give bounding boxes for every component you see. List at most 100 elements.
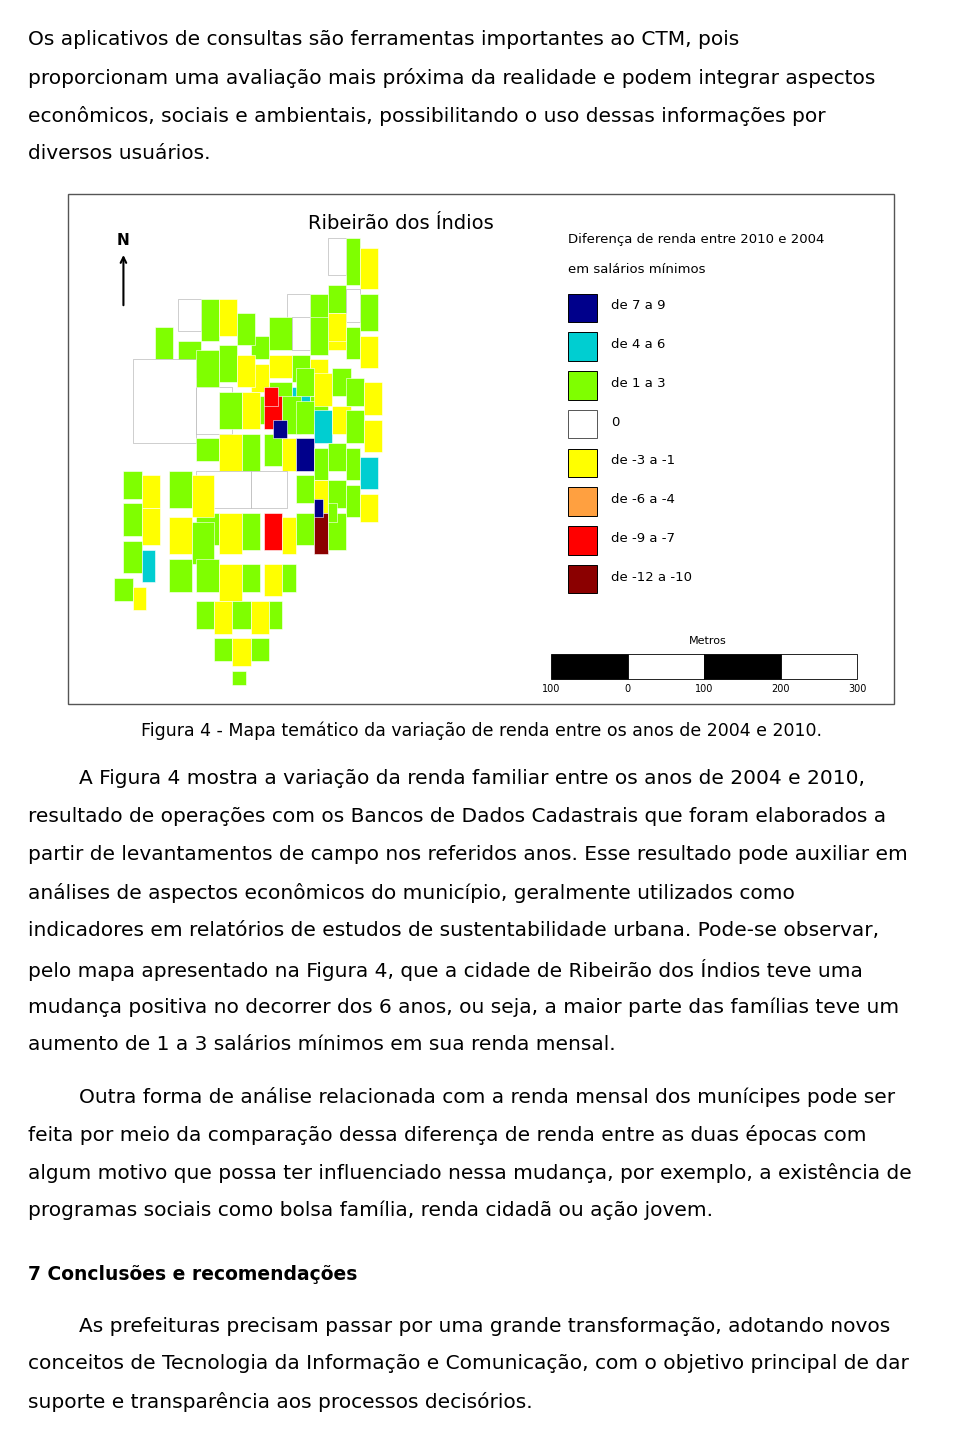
Text: pelo mapa apresentado na Figura 4, que a cidade de Ribeirão dos Índios teve uma: pelo mapa apresentado na Figura 4, que a… (28, 960, 863, 982)
Bar (237, 312, 255, 346)
Bar (360, 494, 378, 521)
Text: 0: 0 (625, 684, 631, 694)
Text: Figura 4 - Mapa temático da variação de renda entre os anos de 2004 e 2010.: Figura 4 - Mapa temático da variação de … (141, 722, 822, 741)
Bar (282, 396, 300, 434)
Bar (251, 470, 287, 508)
Bar (242, 392, 260, 428)
Bar (364, 420, 382, 452)
Bar (296, 439, 314, 470)
Text: 7 Conclusões e recomendações: 7 Conclusões e recomendações (28, 1265, 357, 1284)
Text: de -9 a -7: de -9 a -7 (611, 531, 675, 544)
Bar (310, 359, 328, 392)
Bar (328, 443, 346, 470)
Bar (264, 563, 282, 597)
Text: 200: 200 (772, 684, 790, 694)
Text: A Figura 4 mostra a variação da renda familiar entre os anos de 2004 e 2010,: A Figura 4 mostra a variação da renda fa… (28, 770, 865, 788)
Bar (251, 396, 269, 424)
Bar (264, 388, 277, 405)
Text: Ribeirão dos Índios: Ribeirão dos Índios (307, 213, 493, 232)
Bar (251, 639, 269, 662)
Bar (196, 513, 219, 544)
Text: feita por meio da comparação dessa diferença de renda entre as duas épocas com: feita por meio da comparação dessa difer… (28, 1125, 867, 1144)
Bar (156, 327, 174, 359)
Bar (567, 372, 597, 399)
Bar (346, 485, 360, 517)
Text: Os aplicativos de consultas são ferramentas importantes ao CTM, pois: Os aplicativos de consultas são ferramen… (28, 30, 739, 49)
Bar (219, 434, 242, 470)
Text: Outra forma de análise relacionada com a renda mensal dos munícipes pode ser: Outra forma de análise relacionada com a… (28, 1086, 895, 1106)
Bar (296, 369, 314, 396)
Text: de -12 a -10: de -12 a -10 (611, 571, 692, 584)
Bar (567, 293, 597, 322)
Bar (114, 578, 132, 601)
Text: econômicos, sociais e ambientais, possibilitando o uso dessas informações por: econômicos, sociais e ambientais, possib… (28, 106, 826, 126)
Bar (282, 517, 296, 555)
Bar (314, 498, 324, 517)
Text: resultado de operações com os Bancos de Dados Cadastrais que foram elaborados a: resultado de operações com os Bancos de … (28, 807, 886, 826)
Text: de 4 a 6: de 4 a 6 (611, 338, 665, 351)
Bar (705, 653, 780, 680)
Bar (251, 364, 269, 392)
Bar (282, 439, 296, 470)
Text: N: N (117, 232, 130, 247)
Bar (219, 392, 242, 428)
Text: algum motivo que possa ter influenciado nessa mudança, por exemplo, a existência: algum motivo que possa ter influenciado … (28, 1163, 912, 1182)
Bar (232, 601, 251, 629)
Bar (328, 285, 346, 312)
Bar (314, 513, 328, 555)
Bar (346, 238, 360, 285)
Bar (328, 513, 346, 550)
Bar (124, 540, 142, 574)
Bar (567, 409, 597, 439)
Bar (269, 601, 282, 629)
Bar (232, 639, 251, 666)
Bar (201, 350, 219, 388)
Bar (287, 295, 310, 331)
Bar (178, 341, 201, 378)
Bar (242, 434, 260, 470)
Text: Diferença de renda entre 2010 e 2004: Diferença de renda entre 2010 e 2004 (567, 232, 824, 245)
Bar (142, 550, 156, 582)
Bar (567, 488, 597, 515)
Bar (269, 354, 292, 378)
Bar (124, 504, 142, 536)
Bar (169, 470, 192, 508)
Bar (310, 295, 328, 331)
Bar (310, 396, 328, 424)
Bar (156, 364, 174, 396)
Bar (269, 318, 292, 350)
Bar (142, 508, 159, 544)
Text: em salários mínimos: em salários mínimos (567, 263, 706, 276)
Text: aumento de 1 a 3 salários mínimos em sua renda mensal.: aumento de 1 a 3 salários mínimos em sua… (28, 1035, 615, 1054)
Bar (264, 396, 282, 428)
Bar (219, 563, 242, 601)
Bar (328, 312, 346, 341)
Bar (196, 350, 219, 388)
Bar (142, 475, 159, 508)
Bar (328, 481, 346, 508)
Bar (310, 318, 328, 354)
Bar (282, 563, 296, 591)
Bar (292, 354, 310, 382)
Bar (251, 335, 269, 359)
Bar (332, 405, 350, 434)
Bar (196, 439, 219, 462)
Bar (196, 601, 214, 629)
Bar (780, 653, 857, 680)
Bar (328, 504, 337, 521)
Bar (214, 639, 232, 662)
Text: diversos usuários.: diversos usuários. (28, 144, 210, 163)
Bar (251, 601, 269, 633)
Bar (567, 449, 597, 478)
Bar (214, 601, 232, 633)
Text: de 1 a 3: de 1 a 3 (611, 376, 665, 389)
Bar (567, 565, 597, 594)
Bar (328, 322, 346, 350)
Bar (364, 382, 382, 415)
Text: proporcionam uma avaliação mais próxima da realidade e podem integrar aspectos: proporcionam uma avaliação mais próxima … (28, 68, 876, 89)
Bar (196, 559, 219, 591)
Bar (264, 513, 282, 550)
Bar (132, 359, 196, 443)
Text: indicadores em relatórios de estudos de sustentabilidade urbana. Pode-se observa: indicadores em relatórios de estudos de … (28, 922, 879, 941)
Bar (567, 333, 597, 360)
